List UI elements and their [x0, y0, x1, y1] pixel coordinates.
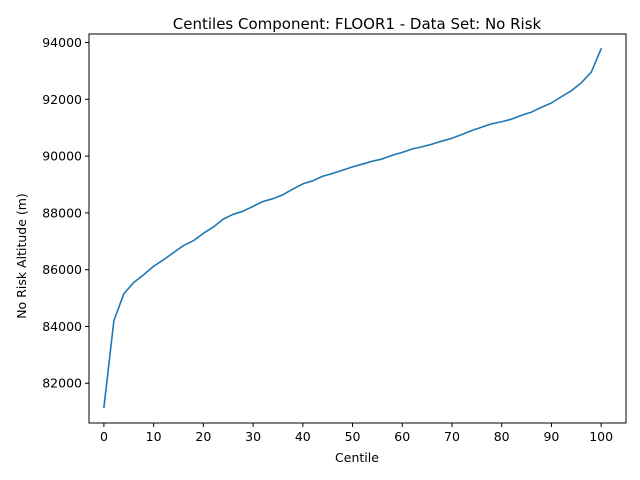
x-tick-label: 70: [444, 429, 460, 444]
series-line-0: [103, 47, 602, 409]
x-axis: 0 10 20 30 40 50 60 70 80 90 100: [100, 423, 613, 444]
y-tick-label: 82000: [42, 376, 82, 391]
y-axis-label: No Risk Altitude (m): [14, 193, 29, 319]
x-tick-label: 0: [100, 429, 108, 444]
x-tick-label: 40: [295, 429, 311, 444]
chart-title: Centiles Component: FLOOR1 - Data Set: N…: [173, 15, 542, 33]
y-axis: 82000 84000 86000 88000 90000 92000 94000: [42, 35, 89, 391]
y-tick-label: 90000: [42, 149, 82, 164]
y-tick-label: 84000: [42, 319, 82, 334]
x-tick-label: 100: [589, 429, 613, 444]
x-tick-label: 80: [494, 429, 510, 444]
y-tick-label: 94000: [42, 35, 82, 50]
y-tick-label: 88000: [42, 205, 82, 220]
plot-area: [103, 47, 602, 409]
x-tick-label: 20: [195, 429, 211, 444]
x-tick-label: 60: [394, 429, 410, 444]
x-tick-label: 30: [245, 429, 261, 444]
x-tick-label: 50: [345, 429, 361, 444]
axes-frame: [88, 33, 627, 424]
x-tick-label: 10: [146, 429, 162, 444]
y-tick-label: 86000: [42, 262, 82, 277]
x-tick-label: 90: [543, 429, 559, 444]
x-axis-label: Centile: [335, 450, 379, 465]
y-tick-label: 92000: [42, 92, 82, 107]
